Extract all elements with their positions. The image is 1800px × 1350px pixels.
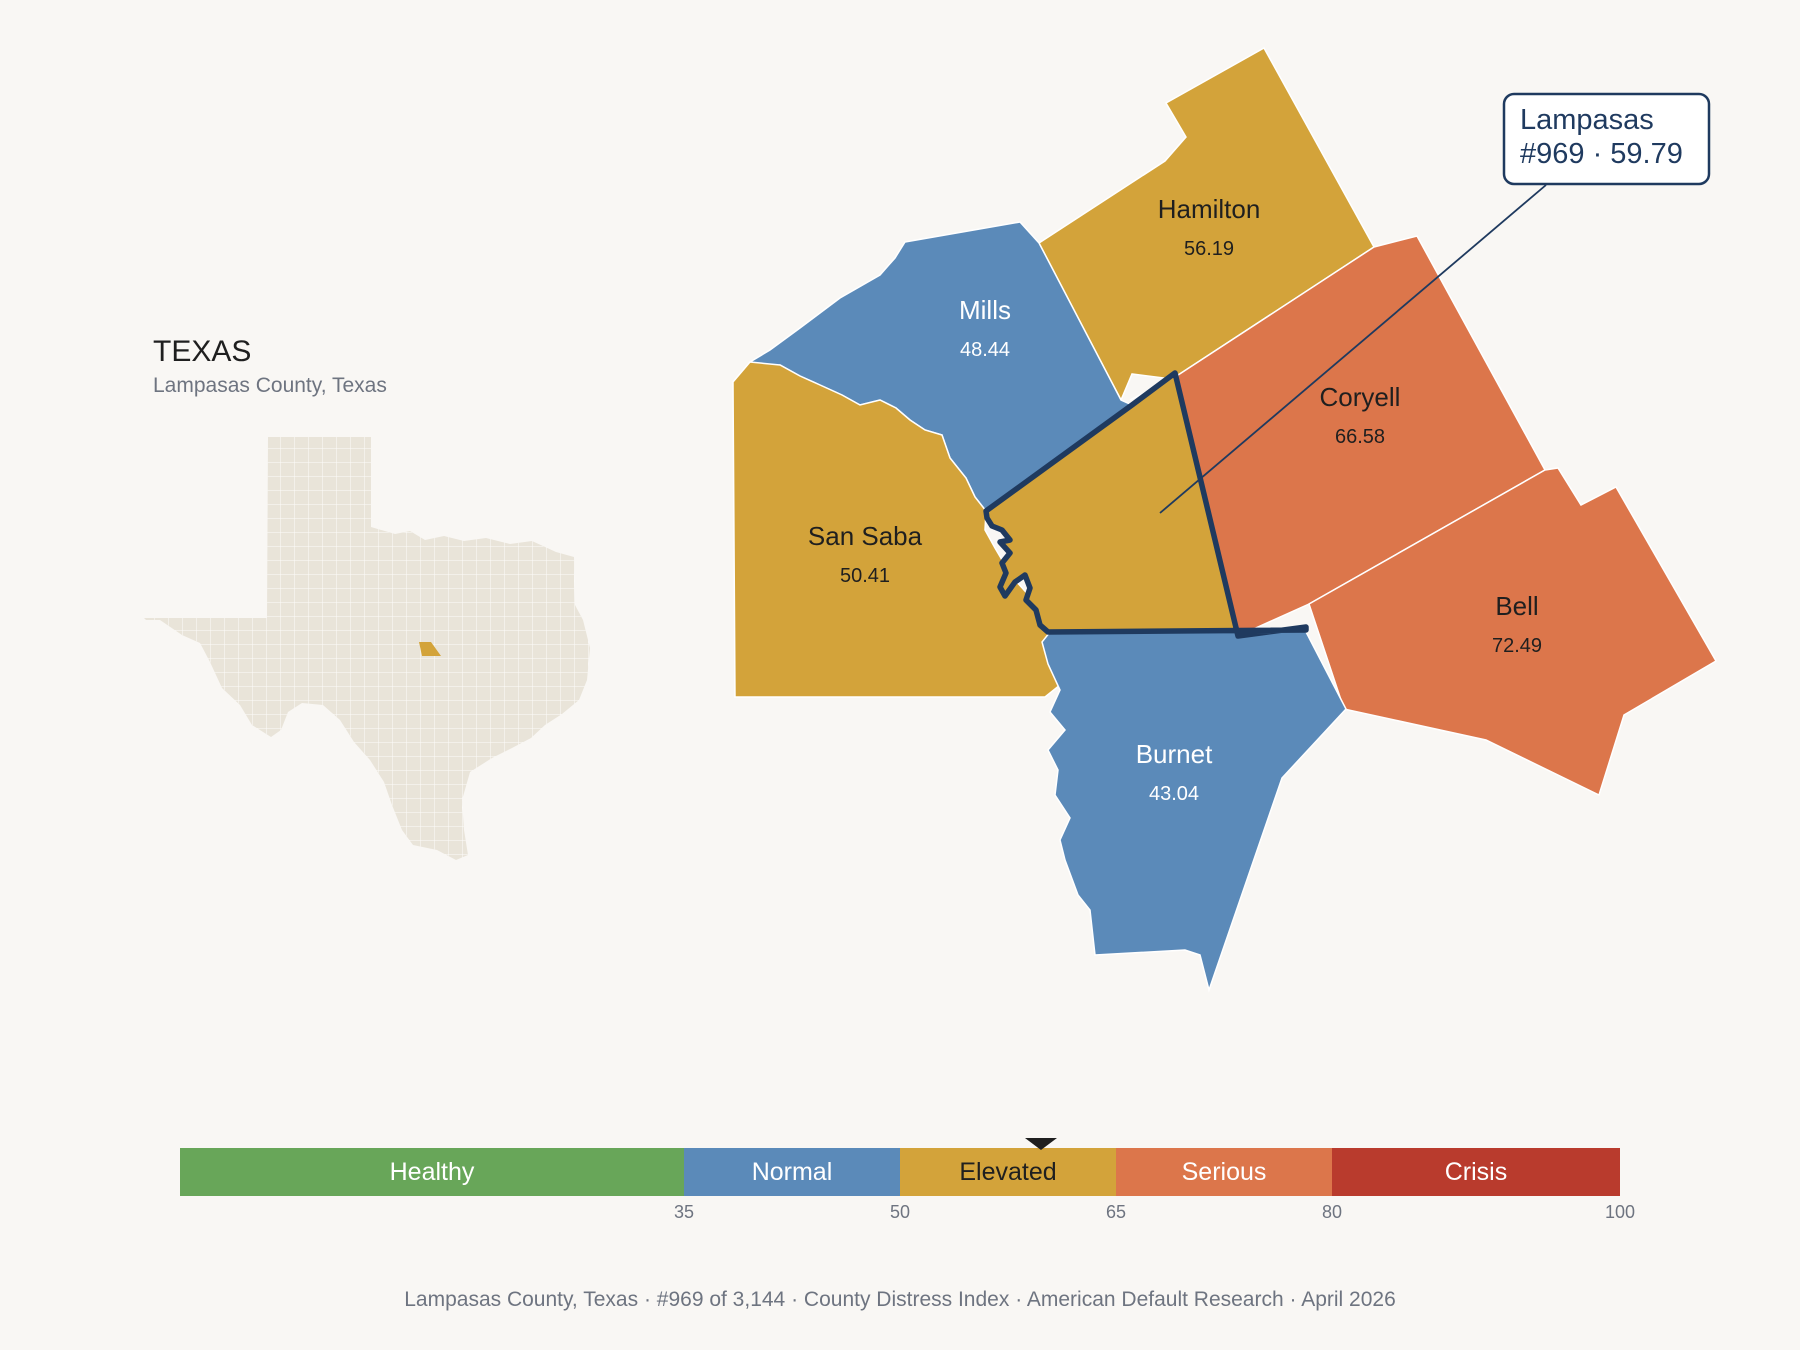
legend-label-healthy: Healthy	[390, 1158, 475, 1186]
legend-label-normal: Normal	[752, 1158, 833, 1186]
county-map	[732, 46, 1718, 993]
label-san-saba-name: San Saba	[808, 521, 923, 551]
legend-tick-35: 35	[674, 1202, 694, 1222]
legend-marker	[1024, 1138, 1057, 1150]
label-bell-name: Bell	[1495, 591, 1538, 621]
county-labels: Hamilton 56.19 Mills 48.44 Coryell 66.58…	[808, 194, 1542, 805]
footer-date: April 2026	[1301, 1288, 1396, 1311]
label-coryell-value: 66.58	[1335, 426, 1385, 448]
footer-county: Lampasas County, Texas	[404, 1288, 638, 1311]
label-hamilton-name: Hamilton	[1158, 194, 1261, 224]
label-hamilton-value: 56.19	[1184, 238, 1234, 260]
footer-rank: #969 of 3,144	[657, 1288, 786, 1311]
callout-line1: Lampasas	[1520, 104, 1654, 136]
label-burnet-value: 43.04	[1149, 783, 1199, 805]
lampasas-callout: Lampasas #969 · 59.79	[1159, 92, 1711, 514]
distress-scale-legend: Healthy Normal Elevated Serious Crisis 35 50 65…	[180, 1138, 1635, 1222]
label-coryell-name: Coryell	[1320, 382, 1401, 412]
county-burnet[interactable]	[1041, 629, 1347, 993]
footer-index: County Distress Index	[804, 1288, 1010, 1311]
callout-box	[1502, 92, 1711, 186]
legend-segment-serious	[1116, 1148, 1332, 1196]
footer-source: American Default Research	[1027, 1288, 1284, 1311]
legend-label-elevated: Elevated	[959, 1158, 1056, 1186]
legend-tick-100: 100	[1605, 1202, 1635, 1222]
footer-sep-4-dot: ·	[1290, 1288, 1297, 1311]
county-lampasas[interactable]	[983, 370, 1309, 639]
label-bell-value: 72.49	[1492, 635, 1542, 657]
label-san-saba-value: 50.41	[840, 565, 890, 587]
legend-segment-healthy	[180, 1148, 684, 1196]
legend-segment-normal	[684, 1148, 900, 1196]
inset-state-title: TEXAS	[153, 335, 251, 368]
texas-inset: TEXAS Lampasas County, Texas	[144, 335, 590, 860]
label-mills-value: 48.44	[960, 339, 1010, 361]
county-bell[interactable]	[1308, 467, 1718, 797]
legend-label-serious: Serious	[1182, 1158, 1267, 1186]
lampasas-locator-marker	[419, 642, 441, 656]
legend-tick-50: 50	[890, 1202, 910, 1222]
legend-segment-elevated	[900, 1148, 1116, 1196]
legend-label-crisis: Crisis	[1445, 1158, 1508, 1186]
label-burnet-name: Burnet	[1136, 739, 1213, 769]
legend-tick-65: 65	[1106, 1202, 1126, 1222]
footer-caption: Lampasas County, Texas · #969 of 3,144 ·…	[404, 1288, 1396, 1311]
inset-subtitle: Lampasas County, Texas	[153, 374, 387, 397]
footer-sep-1-dot: ·	[644, 1288, 651, 1311]
footer-sep-2-dot: ·	[791, 1288, 798, 1311]
texas-county-grid	[144, 437, 590, 860]
callout-leader-line	[1159, 184, 1547, 514]
label-mills-name: Mills	[959, 295, 1011, 325]
legend-tick-80: 80	[1322, 1202, 1342, 1222]
footer-sep-3-dot: ·	[1015, 1288, 1022, 1311]
callout-line2: #969 · 59.79	[1520, 138, 1683, 170]
legend-segment-crisis	[1332, 1148, 1620, 1196]
